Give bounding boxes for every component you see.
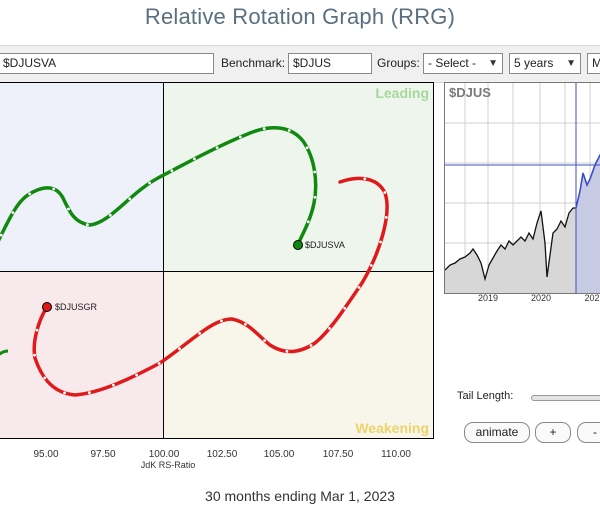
chevron-down-icon: ▼: [566, 58, 576, 69]
tail-observation-dot: [328, 327, 331, 330]
benchmark-input[interactable]: $DJUS: [288, 53, 372, 74]
symbols-input[interactable]: $DJUSVA: [0, 53, 214, 74]
weakening-quadrant-label: Weakening: [355, 420, 429, 436]
plus-button[interactable]: +: [535, 422, 571, 443]
tail-observation-dot: [135, 373, 139, 377]
tail-observation-dot: [11, 211, 15, 215]
mini-chart-title: $DJUS: [449, 85, 491, 100]
tail-observation-dot: [178, 347, 181, 351]
tail-observation-dot: [52, 187, 56, 191]
tail-observation-dot: [108, 213, 112, 217]
vertical-center-axis: [163, 83, 164, 438]
tail-dots: [0, 127, 388, 395]
tail-observation-dot: [313, 195, 317, 199]
mini-chart-plot: [445, 83, 600, 293]
tail-observation-dot: [112, 383, 115, 387]
tail-observation-dot: [193, 157, 196, 161]
tail-observation-dot: [157, 362, 161, 365]
leading-quadrant-label: Leading: [375, 85, 429, 101]
tail-observation-dot: [383, 191, 387, 194]
quadrant-weakening: [163, 271, 433, 438]
tail-observation-dot: [215, 146, 219, 149]
mini-tail-line: [575, 153, 600, 209]
mini-chart-x-axis: 2019 2020 202: [444, 293, 600, 307]
x-tick-label: 110.00: [381, 449, 411, 460]
page-title: Relative Rotation Graph (RRG): [144, 4, 456, 29]
tail-observation-dot: [67, 207, 70, 211]
tail-observation-dot: [369, 264, 373, 267]
tail-observation-dot: [357, 286, 361, 289]
period-caption: 30 months ending Mar 1, 2023: [205, 488, 395, 504]
tail-observation-dot: [43, 376, 47, 380]
x-tick-label: 107.50: [322, 449, 354, 460]
tail-observation-dot: [0, 233, 3, 237]
minus-button[interactable]: -: [577, 422, 600, 443]
djusva-tail: [0, 126, 318, 247]
toolbar: $DJUSVA Benchmark: $DJUS Groups: - Selec…: [0, 45, 600, 83]
horizontal-center-axis: [0, 271, 433, 272]
tail-observation-dot: [170, 169, 174, 173]
tail-observation-dot: [363, 177, 367, 181]
mini-history-line: [445, 207, 576, 282]
benchmark-mini-chart[interactable]: $DJUS: [444, 82, 600, 294]
tail-observation-dot: [379, 240, 382, 244]
tail-observation-dot: [28, 192, 32, 196]
frequency-select[interactable]: M: [587, 53, 600, 74]
x-axis: 95.00 97.50 100.00 102.50 105.00 107.50 …: [0, 441, 433, 471]
mini-year-label: 202: [584, 293, 600, 303]
quadrant-improving: [0, 83, 163, 271]
tail-observation-dot: [309, 344, 313, 347]
djusva-label: $DJUSVA: [305, 240, 345, 250]
djusgr-label: $DJUSGR: [55, 302, 98, 312]
tail-observation-dot: [238, 135, 242, 139]
djusgr-head-marker: [42, 302, 52, 312]
tail-observation-dot: [384, 216, 388, 219]
tail-observation-dot: [262, 127, 266, 131]
groups-select[interactable]: - Select - ▼: [423, 53, 503, 74]
mini-year-label: 2019: [477, 293, 499, 303]
rrg-tails: $DJUSVA $DJUSGR: [0, 126, 389, 397]
quadrant-lagging: [0, 271, 163, 438]
partial-green-tail: [0, 349, 9, 356]
animate-button[interactable]: animate: [464, 422, 530, 443]
groups-label: Groups:: [377, 56, 420, 70]
tail-observation-dot: [33, 353, 36, 357]
rrg-chart[interactable]: Leading Weakening $DJUSVA $DJUSGR: [0, 82, 434, 439]
tail-observation-dot: [35, 328, 39, 332]
x-tick-label: 102.50: [206, 449, 238, 460]
groups-select-value: - Select -: [428, 56, 477, 70]
djusgr-tail: [32, 176, 389, 397]
tail-observation-dot: [306, 220, 310, 224]
frequency-select-value: M: [592, 56, 600, 70]
tail-observation-dot: [305, 146, 309, 150]
chevron-down-icon: ▼: [488, 58, 498, 69]
tail-length-label: Tail Length:: [457, 390, 514, 402]
x-tick-label: 97.50: [90, 449, 116, 460]
tail-observation-dot: [313, 170, 317, 174]
tail-observation-dot: [220, 319, 223, 323]
mini-year-label: 2020: [530, 293, 552, 303]
tail-observation-dot: [198, 332, 202, 335]
period-select-value: 5 years: [514, 56, 554, 70]
tail-observation-dot: [86, 223, 89, 227]
tail-observation-dot: [285, 350, 289, 353]
tail-observation-dot: [88, 391, 91, 395]
quadrant-leading: [163, 83, 433, 271]
x-axis-title: JdK RS-Ratio: [140, 460, 196, 470]
x-tick-label: 100.00: [148, 449, 180, 460]
benchmark-label: Benchmark:: [221, 56, 286, 70]
tail-observation-dot: [128, 197, 132, 201]
tail-observation-dot: [244, 322, 247, 326]
tail-observation-dot: [343, 306, 347, 310]
tail-observation-dot: [63, 391, 66, 395]
x-tick-label: 95.00: [33, 449, 59, 460]
djusva-head-marker: [293, 240, 303, 250]
tail-observation-dot: [263, 339, 266, 342]
tail-length-slider[interactable]: [531, 395, 600, 401]
mini-tail-area: [576, 155, 600, 293]
period-select[interactable]: 5 years ▼: [509, 53, 581, 74]
tail-observation-dot: [148, 181, 152, 185]
x-tick-label: 105.00: [263, 449, 295, 460]
tail-observation-dot: [287, 129, 291, 132]
